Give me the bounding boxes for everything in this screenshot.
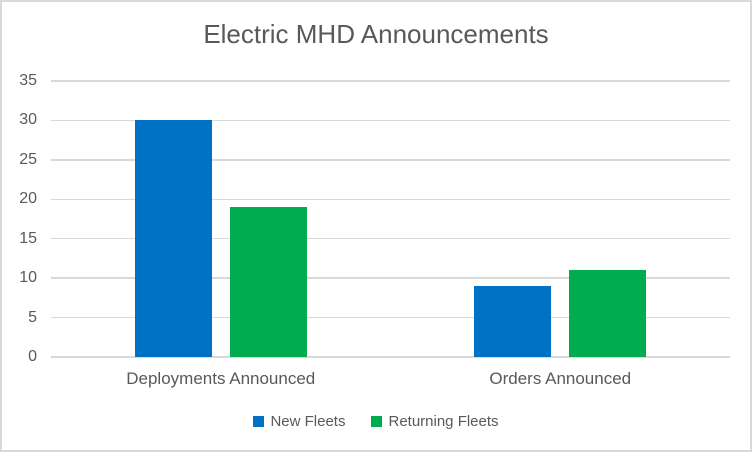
plot-area <box>51 80 731 358</box>
y-tick-label: 35 <box>19 72 37 89</box>
y-tick-label: 15 <box>19 229 37 247</box>
gridline <box>51 198 730 200</box>
gridline <box>51 316 730 319</box>
bar-new-fleets-orders-announced <box>474 286 552 357</box>
chart-title: Electric MHD Announcements <box>203 19 549 49</box>
gridline <box>51 356 730 358</box>
legend-label: New Fleets <box>270 413 346 430</box>
legend-swatch-returning-fleets <box>371 416 383 427</box>
category-label-deployments-announced: Deployments Announced <box>126 369 316 388</box>
y-tick-label: 10 <box>19 269 37 287</box>
gridline <box>51 119 730 122</box>
legend-label: Returning Fleets <box>388 413 499 430</box>
gridline <box>51 80 730 82</box>
x-axis: Deployments Announced Orders Announced <box>2 369 750 391</box>
gridline <box>51 277 730 279</box>
y-tick-label: 5 <box>28 308 37 326</box>
legend-item-returning-fleets: Returning Fleets <box>371 413 499 430</box>
legend-item-new-fleets: New Fleets <box>253 413 345 430</box>
y-tick-label: 30 <box>19 111 37 129</box>
y-tick-label: 0 <box>28 348 37 365</box>
bar-returning-fleets-deployments-announced <box>229 207 307 357</box>
bar-new-fleets-deployments-announced <box>134 120 212 357</box>
legend: New Fleets Returning Fleets <box>2 413 750 430</box>
legend-swatch-new-fleets <box>253 416 265 427</box>
y-tick-label: 25 <box>19 150 37 168</box>
category-label-orders-announced: Orders Announced <box>489 369 632 388</box>
y-tick-label: 20 <box>19 190 37 208</box>
gridline <box>51 238 730 240</box>
bar-group-deployments-announced <box>51 81 391 357</box>
bar-returning-fleets-orders-announced <box>569 270 647 357</box>
gridline <box>51 159 730 161</box>
bar-group-orders-announced <box>391 81 731 357</box>
